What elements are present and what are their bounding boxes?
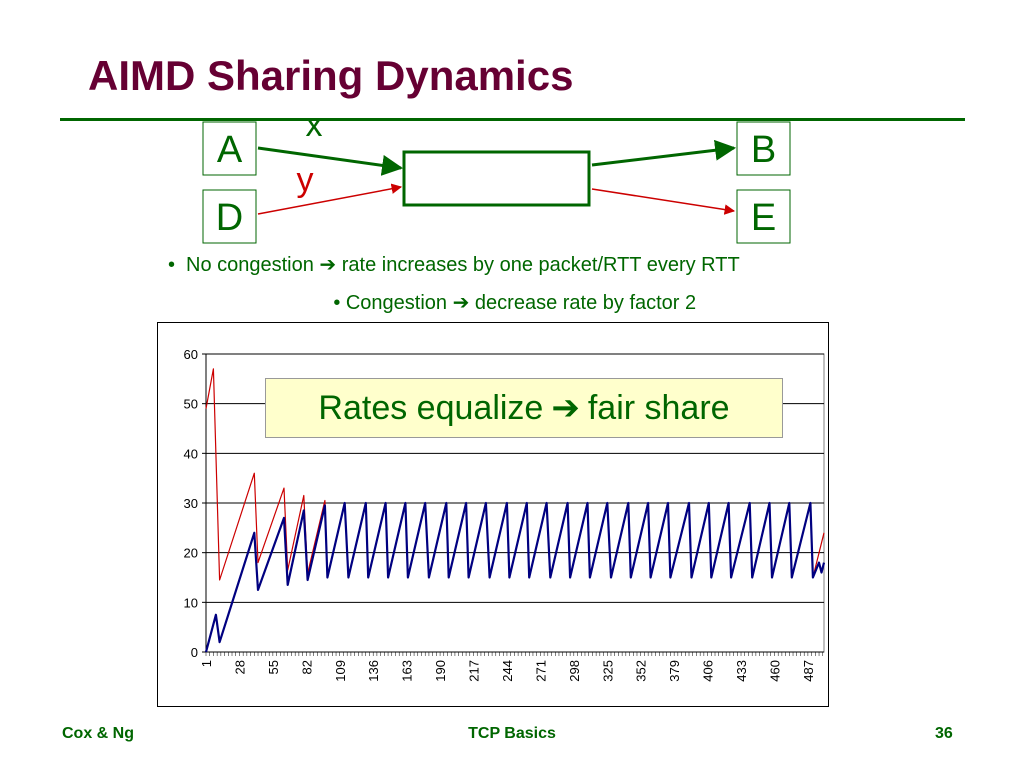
- flow-x-out-arrow: [591, 139, 737, 167]
- node-a: A: [202, 121, 257, 176]
- flow-y-in-arrow: [257, 183, 403, 215]
- x-tick-label: 136: [366, 660, 381, 682]
- arrow-right-icon: ➔: [551, 389, 580, 427]
- x-tick-label: 163: [400, 660, 415, 682]
- node-a-label: A: [217, 129, 243, 171]
- x-tick-label: 190: [433, 660, 448, 682]
- x-tick-label: 82: [299, 660, 314, 674]
- y-tick-label: 40: [184, 446, 198, 461]
- y-tick-label: 20: [184, 546, 198, 561]
- footer-authors: Cox & Ng: [62, 725, 134, 742]
- bullet-dot-icon: •: [168, 254, 176, 276]
- x-tick-label: 55: [266, 660, 281, 674]
- footer-topic: TCP Basics: [468, 725, 556, 742]
- x-tick-label: 1: [199, 660, 214, 667]
- slide-title: AIMD Sharing Dynamics: [88, 52, 574, 99]
- y-tick-label: 60: [184, 347, 198, 362]
- series-line-2: [204, 501, 826, 653]
- flow-x-label: x: [306, 106, 323, 144]
- node-e: E: [736, 189, 791, 244]
- x-tick-label: 460: [767, 660, 782, 682]
- router-box: [402, 150, 591, 207]
- x-tick-label: 352: [634, 660, 649, 682]
- x-tick-label: 109: [333, 660, 348, 682]
- node-d: D: [202, 189, 257, 244]
- network-diagram: A D B E x y: [202, 106, 791, 244]
- arrow-right-icon: ➔: [319, 254, 337, 276]
- bullet-dot-icon: •: [333, 292, 341, 314]
- callout-box: Rates equalize ➔ fair share: [265, 378, 783, 438]
- node-b: B: [736, 121, 791, 176]
- y-tick-label: 30: [184, 496, 198, 511]
- flow-y-label: y: [297, 161, 314, 199]
- arrow-right-icon: ➔: [452, 292, 470, 314]
- x-tick-label: 271: [533, 660, 548, 682]
- x-tick-label: 487: [801, 660, 816, 682]
- y-tick-label: 50: [184, 397, 198, 412]
- x-tick-label: 379: [667, 660, 682, 682]
- footer-page-number: 36: [935, 725, 953, 742]
- node-d-label: D: [216, 197, 243, 239]
- x-tick-label: 244: [500, 660, 515, 682]
- x-tick-label: 433: [734, 660, 749, 682]
- bullet-no-congestion: • No congestion ➔ rate increases by one p…: [168, 254, 740, 276]
- x-tick-label: 28: [232, 660, 247, 674]
- x-tick-label: 217: [467, 660, 482, 682]
- bullet-congestion: • Congestion ➔ decrease rate by factor 2: [0, 290, 1024, 315]
- x-tick-label: 406: [701, 660, 716, 682]
- flow-x-in-arrow: [257, 146, 404, 176]
- node-e-label: E: [751, 197, 776, 239]
- title-divider: [60, 118, 965, 121]
- node-b-label: B: [751, 129, 776, 171]
- flow-y-out-arrow: [591, 188, 736, 215]
- x-tick-label: 325: [600, 660, 615, 682]
- y-tick-label: 10: [184, 595, 198, 610]
- x-tick-label: 298: [567, 660, 582, 682]
- y-tick-label: 0: [191, 645, 198, 660]
